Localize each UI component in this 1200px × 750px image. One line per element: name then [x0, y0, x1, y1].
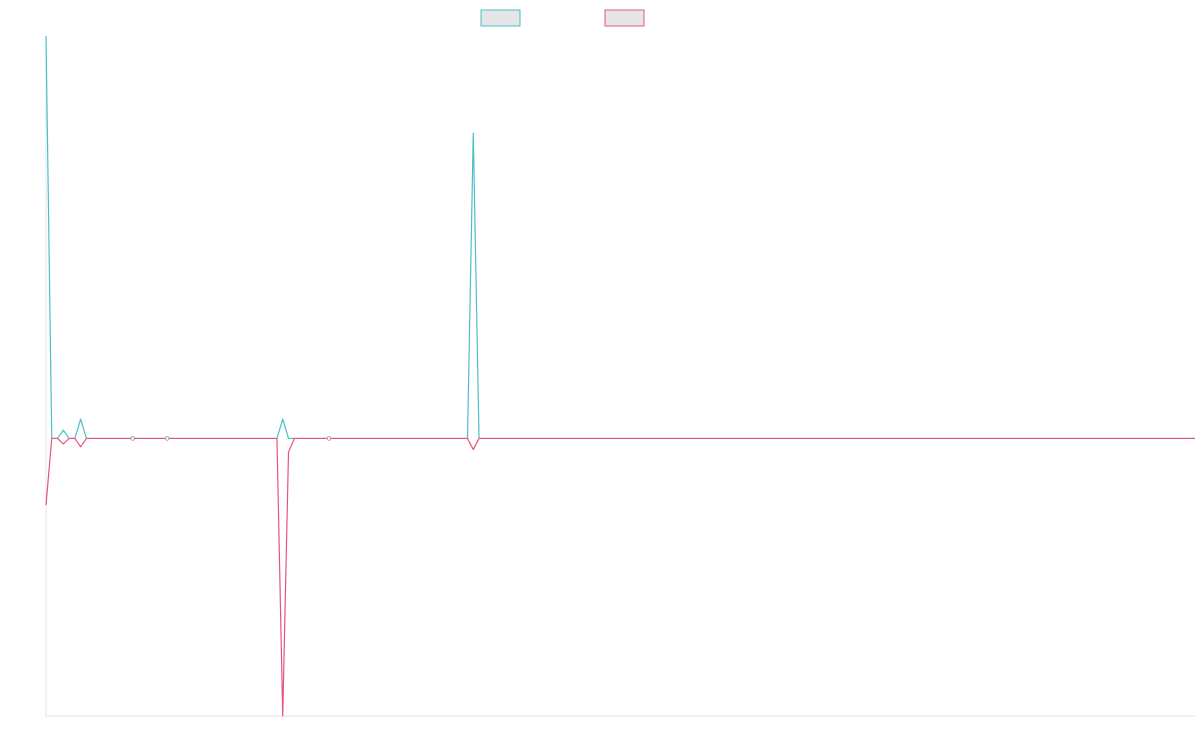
- legend[interactable]: [480, 9, 645, 27]
- data-point-marker-1: [130, 436, 135, 441]
- series-layer: [45, 35, 1195, 717]
- marker-layer: [130, 436, 332, 441]
- data-point-marker-2: [165, 436, 170, 441]
- legend-swatch-series-2[interactable]: [604, 9, 645, 27]
- legend-swatch-series-1[interactable]: [480, 9, 521, 27]
- series-line-2: [45, 437, 1195, 717]
- data-point-marker-3: [326, 436, 332, 441]
- axes: [45, 36, 1195, 717]
- series-line-1: [45, 35, 1195, 440]
